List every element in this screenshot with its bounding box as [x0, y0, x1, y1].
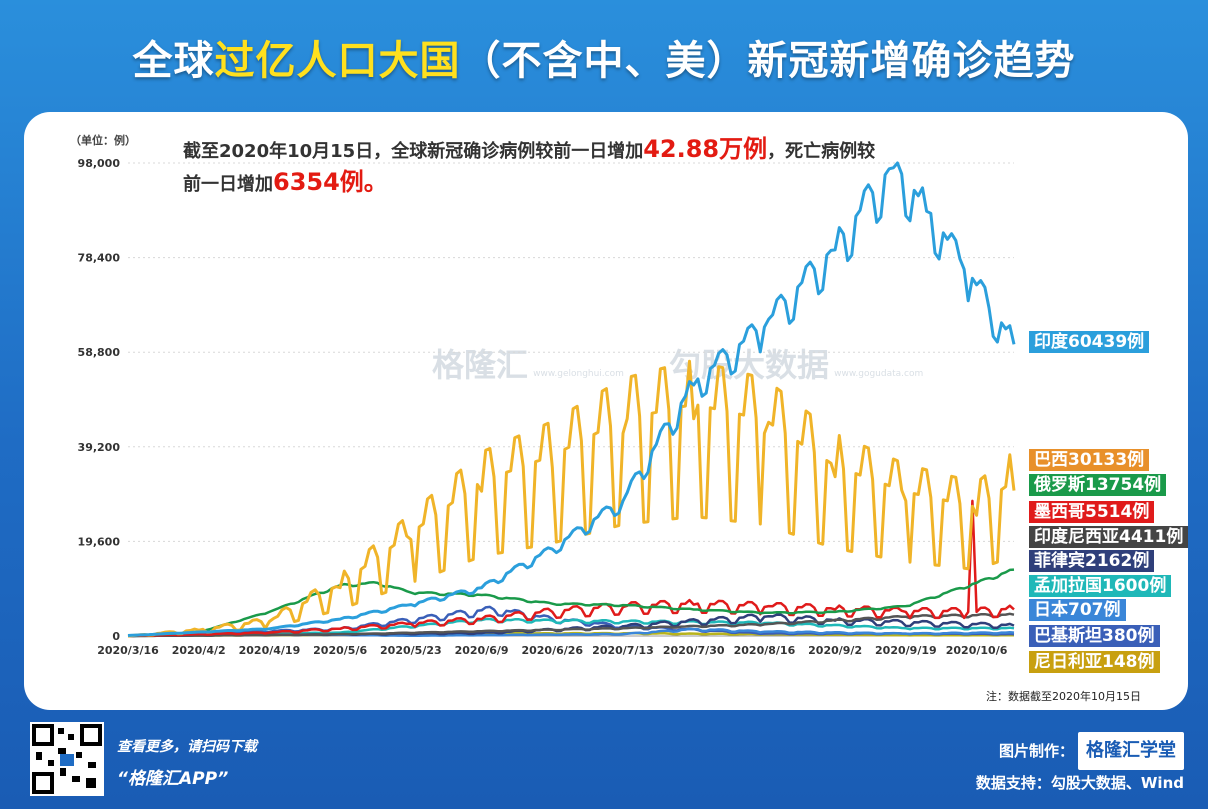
chart-card [24, 112, 1188, 710]
footer-download: 查看更多，请扫码下载 “格隆汇APP” [117, 739, 257, 789]
series-line-印度 [127, 161, 1016, 637]
y-tick-label: 78,400 [78, 252, 121, 265]
watermark-url-2: www.gogudata.com [834, 369, 924, 379]
brand-logo: 格隆汇学堂 [1078, 732, 1184, 770]
series-line-巴西 [127, 359, 1016, 638]
x-tick-label: 2020/9/2 [808, 644, 862, 657]
y-tick-label: 58,800 [78, 346, 121, 359]
watermark-url-1: www.gelonghui.com [533, 369, 624, 379]
annotation-cases: 42.88万例 [643, 135, 768, 163]
legend-item: 孟加拉国1600例 [1029, 575, 1172, 597]
legend-item: 俄罗斯13754例 [1029, 474, 1167, 496]
series-line-俄罗斯 [127, 568, 1015, 638]
legend-item: 巴基斯坦380例 [1029, 625, 1160, 647]
x-tick-label: 2020/6/9 [455, 644, 509, 657]
qr-code [30, 722, 104, 796]
y-tick-label: 98,000 [78, 157, 121, 170]
annotation: 截至2020年10月15日，全球新冠确诊病例较前一日增加42.88万例，死亡病例… [183, 135, 876, 196]
footnote: 注：数据截至2020年10月15日 [986, 690, 1141, 703]
x-tick-label: 2020/10/6 [946, 644, 1008, 657]
x-tick-label: 2020/3/16 [97, 644, 159, 657]
qr-code-icon [32, 724, 102, 794]
legend-item: 墨西哥5514例 [1029, 501, 1155, 523]
footer-credits: 图片制作： 格隆汇学堂 数据支持：勾股大数据、Wind [976, 732, 1184, 800]
legend-item: 尼日利亚148例 [1029, 651, 1160, 673]
legend-item: 菲律宾2162例 [1029, 550, 1155, 572]
x-tick-label: 2020/7/13 [592, 644, 654, 657]
y-tick-label: 39,200 [78, 441, 121, 454]
legend-item: 日本707例 [1029, 599, 1126, 621]
series-line-印度尼西亚 [128, 612, 1015, 638]
x-tick-label: 2020/8/16 [734, 644, 796, 657]
annotation-deaths: 6354例。 [273, 168, 388, 196]
page-title: 全球过亿人口大国（不含中、美）新冠新增确诊趋势 [132, 38, 1076, 84]
x-tick-label: 2020/6/26 [521, 644, 583, 657]
legend-item: 巴西30133例 [1029, 449, 1150, 471]
x-tick-label: 2020/4/2 [172, 644, 226, 657]
unit-label: （单位：例） [70, 134, 136, 147]
legend-item: 印度60439例 [1029, 331, 1150, 353]
y-tick-label: 19,600 [78, 535, 121, 548]
x-tick-label: 2020/9/19 [875, 644, 937, 657]
x-tick-label: 2020/4/19 [239, 644, 301, 657]
legend-item: 印度尼西亚4411例 [1029, 526, 1189, 548]
y-tick-label: 0 [112, 630, 120, 643]
x-tick-label: 2020/5/6 [313, 644, 367, 657]
series-line-墨西哥 [127, 499, 1015, 638]
x-tick-label: 2020/5/23 [380, 644, 442, 657]
x-tick-label: 2020/7/30 [663, 644, 725, 657]
